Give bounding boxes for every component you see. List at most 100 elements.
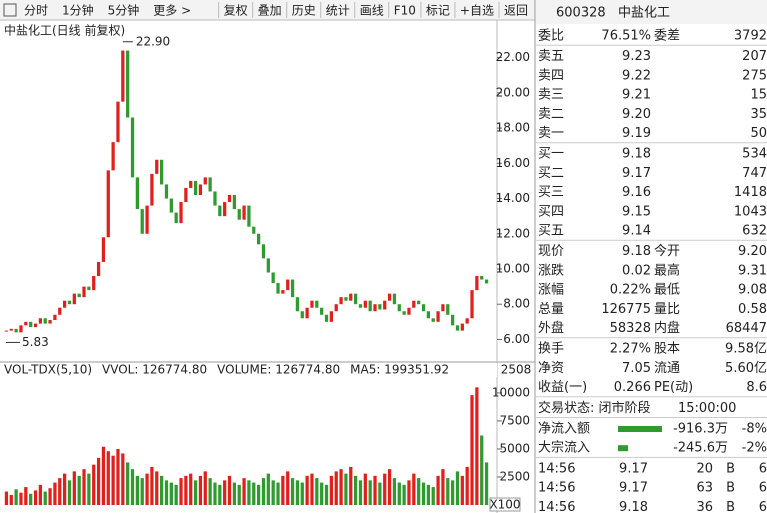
volume-bar [237, 484, 241, 505]
volume-bar [484, 462, 489, 505]
volume-bar [363, 473, 367, 505]
panel-cell: 9.15 [622, 204, 651, 219]
toolbar-button[interactable]: 叠加 [258, 4, 282, 18]
volume-bar [257, 484, 261, 505]
toolbar-button[interactable]: 1分钟 [62, 3, 94, 18]
toolbar-button[interactable]: 画线 [360, 4, 384, 18]
candle [344, 297, 348, 301]
volume-bar [213, 482, 217, 505]
panel-cell: 2.27% [610, 342, 651, 357]
candle [218, 205, 222, 217]
panel-cell: 大宗流入 [538, 440, 590, 456]
volume-bar [354, 475, 358, 505]
candle [48, 320, 52, 324]
candle [174, 212, 178, 224]
candle [135, 177, 139, 210]
panel-cell: 9.20 [622, 107, 651, 122]
volume-bar [392, 478, 397, 505]
candle [378, 304, 382, 310]
toolbar-button[interactable]: +自选 [460, 4, 494, 18]
candle [441, 304, 445, 312]
candle [266, 258, 270, 273]
volume-bar [451, 480, 455, 505]
toolbar-button[interactable]: 统计 [326, 4, 350, 18]
toolbar-button[interactable]: 标记 [426, 4, 450, 18]
volume-legend: VOLUME: 126774.80 [217, 363, 340, 377]
volume-bar [300, 482, 304, 505]
panel-cell: 净流入额 [538, 422, 590, 437]
panel-cell: 747 [742, 166, 767, 181]
panel-cell: 6 [759, 500, 767, 513]
y-tick-label: 8.00 [503, 297, 530, 311]
volume-bar [470, 395, 474, 505]
panel-cell: 现价 [538, 244, 564, 259]
volume-bar [242, 478, 246, 505]
candle [155, 159, 159, 174]
volume-bar [412, 473, 416, 505]
candle [92, 276, 96, 291]
panel-cell: 58328 [610, 321, 651, 336]
volume-bar [247, 480, 251, 505]
volume-bar [387, 469, 392, 505]
volume-bar [140, 478, 144, 505]
volume-bar [271, 480, 275, 505]
volume-bar [446, 478, 450, 505]
volume-bar [203, 471, 207, 505]
volume-bar [480, 435, 484, 505]
volume-bar [339, 469, 343, 505]
volume-bar [33, 490, 38, 505]
volume-bar [135, 475, 139, 505]
panel-cell: 9.23 [622, 49, 651, 64]
volume-bar [116, 448, 120, 505]
toolbar-button[interactable]: 复权 [224, 4, 248, 18]
candle [412, 300, 416, 308]
toolbar-button[interactable]: 更多 > [153, 4, 191, 18]
candle [126, 50, 130, 118]
candle [193, 180, 198, 195]
volume-bar [155, 471, 159, 505]
panel-cell: 9.21 [622, 88, 651, 103]
candle [286, 279, 290, 291]
candle [397, 304, 401, 312]
y-tick-label: 20.00 [496, 85, 530, 99]
toolbar-button[interactable]: 历史 [292, 4, 316, 18]
panel-cell: 卖四 [538, 68, 564, 83]
candle [252, 226, 256, 234]
panel-cell: 0.22% [610, 283, 651, 298]
candle [121, 50, 125, 102]
candle [392, 293, 397, 305]
panel-cell: 9.18 [619, 500, 648, 513]
volume-bar [184, 475, 188, 505]
volume-bar [421, 482, 426, 505]
toolbar-button[interactable]: 返回 [504, 4, 528, 18]
candle [320, 307, 324, 315]
panel-cell: 7.05 [622, 361, 651, 376]
volume-bar [329, 475, 333, 505]
panel-cell: 534 [742, 147, 767, 162]
candle [96, 261, 101, 277]
toolbar-button[interactable]: 分时 [24, 4, 48, 18]
panel-cell: 275 [742, 68, 767, 83]
panel-cell: 9.18 [622, 244, 651, 259]
volume-bar [290, 478, 295, 505]
candle [329, 311, 333, 322]
panel-cell: -2% [742, 441, 767, 456]
candle [43, 318, 47, 324]
panel-cell: 15 [750, 88, 767, 103]
volume-bar [402, 484, 406, 505]
volume-bar [82, 469, 86, 505]
panel-cell: 买二 [538, 166, 564, 181]
panel-cell: -8% [742, 422, 767, 437]
volume-bar [358, 480, 363, 505]
candle [446, 304, 450, 315]
candle [203, 177, 207, 185]
toolbar-button[interactable]: F10 [394, 4, 416, 18]
panel-cell: 股本 [654, 342, 680, 357]
volume-bar [87, 473, 91, 505]
candle [421, 304, 426, 312]
toolbar-button[interactable]: 5分钟 [108, 3, 140, 18]
volume-bar [179, 478, 183, 505]
panel-cell: 卖三 [538, 88, 564, 103]
y-tick-label: 10000 [492, 385, 530, 399]
